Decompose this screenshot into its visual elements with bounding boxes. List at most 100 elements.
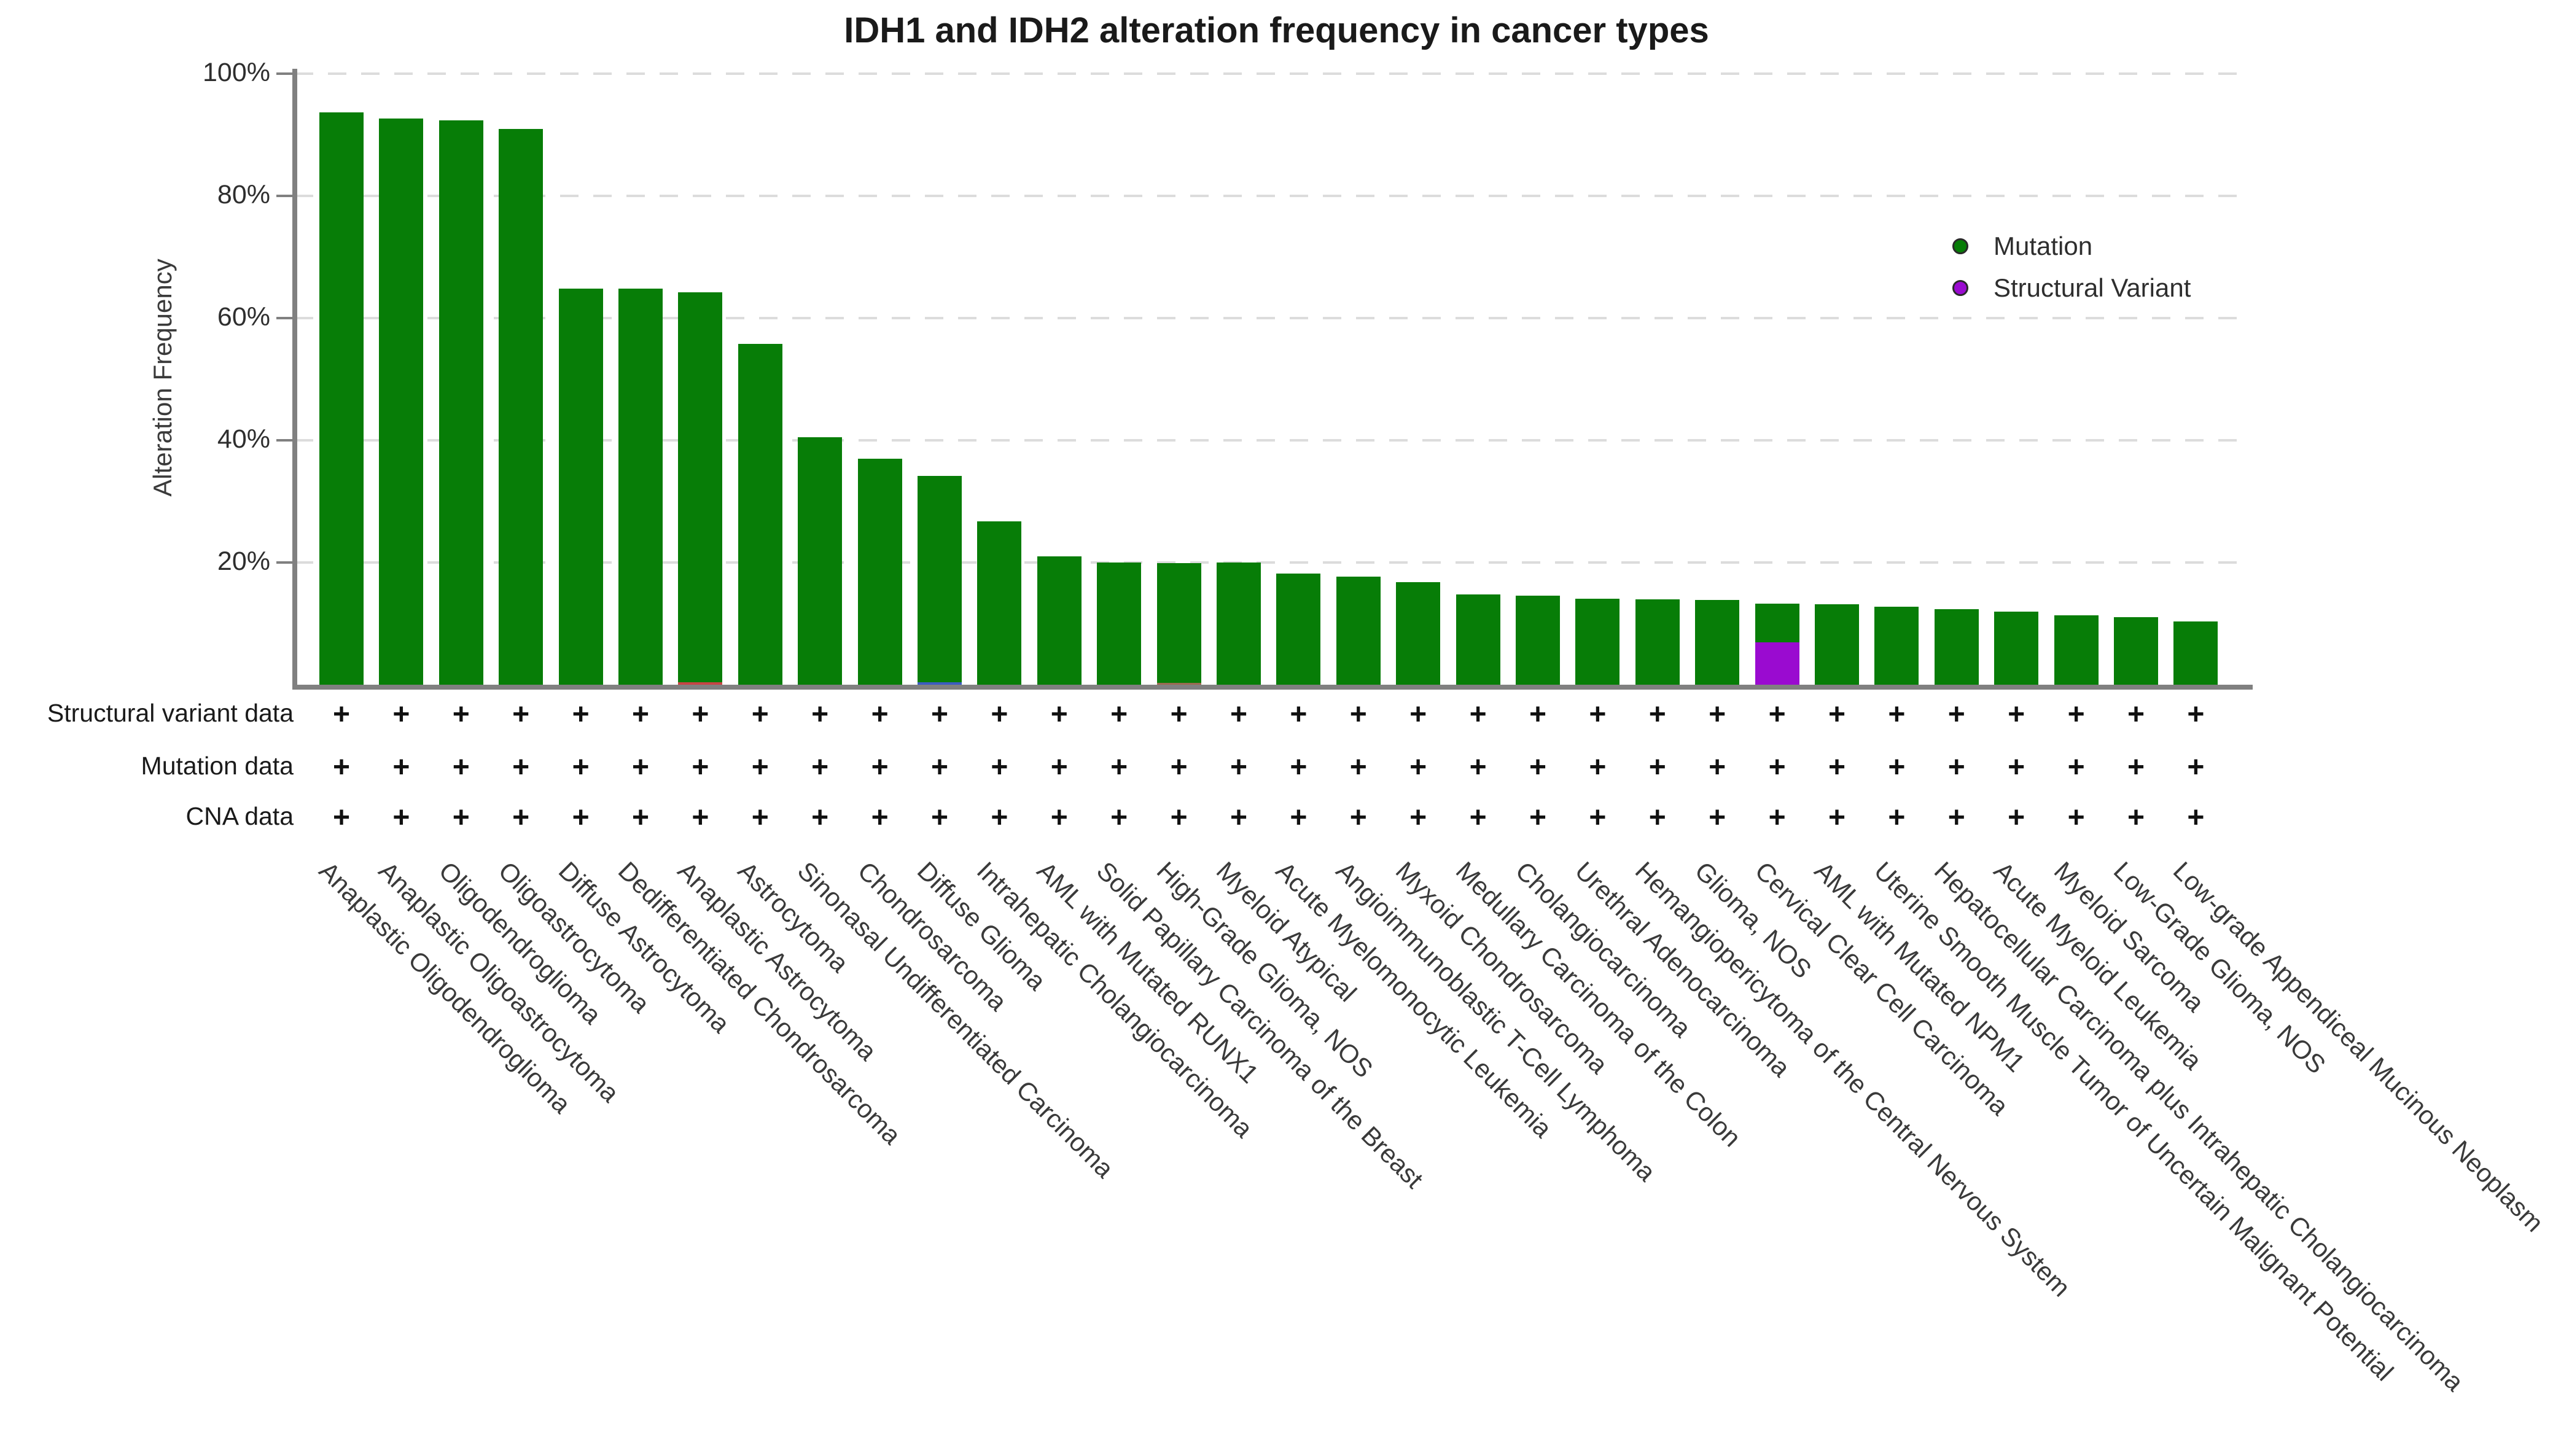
- bar-segment-other[interactable]: [1156, 683, 1201, 685]
- data-available-plus-icon: +: [1349, 698, 1367, 731]
- bar-segment-mutation[interactable]: [438, 120, 483, 685]
- bar-segment-mutation[interactable]: [2054, 615, 2099, 685]
- data-available-plus-icon: +: [930, 801, 949, 834]
- data-available-plus-icon: +: [1768, 801, 1786, 834]
- bar-segment-mutation[interactable]: [1635, 599, 1680, 685]
- data-available-plus-icon: +: [2067, 698, 2085, 731]
- bar-segment-mutation[interactable]: [1276, 573, 1321, 685]
- data-available-plus-icon: +: [631, 801, 650, 834]
- data-available-plus-icon: +: [1947, 801, 1965, 834]
- data-available-plus-icon: +: [1290, 801, 1308, 834]
- y-tick-label: 60%: [217, 302, 270, 332]
- data-available-plus-icon: +: [1170, 698, 1188, 731]
- data-available-plus-icon: +: [332, 801, 351, 834]
- bar-segment-mutation[interactable]: [1755, 603, 1799, 643]
- data-available-plus-icon: +: [1529, 751, 1547, 784]
- data-available-plus-icon: +: [2008, 801, 2025, 834]
- legend-swatch-structural-variant-icon: [1952, 280, 1968, 296]
- bar-segment-mutation[interactable]: [558, 289, 603, 685]
- y-tick-mark: [276, 561, 294, 564]
- bar-segment-mutation[interactable]: [857, 458, 902, 685]
- bar-segment-mutation[interactable]: [1934, 609, 1979, 685]
- bar-segment-mutation[interactable]: [319, 112, 364, 685]
- data-available-plus-icon: +: [1888, 751, 1906, 784]
- y-tick-label: 40%: [217, 424, 270, 454]
- bar-segment-mutation[interactable]: [1396, 582, 1441, 685]
- bar-segment-mutation[interactable]: [1994, 611, 2039, 685]
- data-available-plus-icon: +: [1828, 698, 1846, 731]
- bar-segment-mutation[interactable]: [1217, 563, 1261, 685]
- bar-segment-mutation[interactable]: [738, 343, 782, 685]
- bar-segment-mutation[interactable]: [618, 289, 663, 685]
- bar-segment-mutation[interactable]: [1156, 563, 1201, 683]
- bar-segment-mutation[interactable]: [798, 437, 843, 685]
- data-available-plus-icon: +: [751, 698, 769, 731]
- data-available-plus-icon: +: [512, 751, 530, 784]
- data-available-plus-icon: +: [1050, 801, 1068, 834]
- bar-segment-mutation[interactable]: [1037, 556, 1082, 685]
- data-available-plus-icon: +: [572, 801, 590, 834]
- data-available-plus-icon: +: [1709, 751, 1726, 784]
- bar-segment-other[interactable]: [918, 682, 962, 685]
- bar-segment-mutation[interactable]: [1695, 599, 1740, 685]
- track-label: Mutation data: [141, 752, 294, 780]
- data-available-plus-icon: +: [1529, 698, 1547, 731]
- data-available-plus-icon: +: [1529, 801, 1547, 834]
- data-available-plus-icon: +: [930, 751, 949, 784]
- data-available-plus-icon: +: [991, 801, 1008, 834]
- data-available-plus-icon: +: [631, 751, 650, 784]
- data-available-plus-icon: +: [2127, 698, 2145, 731]
- bar-segment-mutation[interactable]: [2114, 617, 2158, 685]
- bar-segment-mutation[interactable]: [2173, 621, 2218, 685]
- data-available-plus-icon: +: [1469, 801, 1487, 834]
- data-available-plus-icon: +: [930, 698, 949, 731]
- bar-segment-mutation[interactable]: [1336, 576, 1381, 685]
- bar-segment-other[interactable]: [678, 682, 723, 685]
- bar-segment-mutation[interactable]: [1874, 606, 1919, 685]
- bar-segment-mutation[interactable]: [1575, 598, 1620, 685]
- track-label: Structural variant data: [47, 699, 294, 727]
- data-available-plus-icon: +: [692, 751, 709, 784]
- bar-segment-structural-variant[interactable]: [1755, 642, 1799, 685]
- y-tick-mark: [276, 195, 294, 197]
- data-available-plus-icon: +: [991, 751, 1008, 784]
- track-label: CNA data: [185, 802, 294, 830]
- data-available-plus-icon: +: [512, 801, 530, 834]
- data-available-plus-icon: +: [1648, 698, 1666, 731]
- bar-segment-mutation[interactable]: [1815, 604, 1859, 685]
- data-available-plus-icon: +: [811, 751, 829, 784]
- gridline: [295, 561, 2249, 564]
- legend-swatch-mutation-icon: [1952, 238, 1968, 254]
- data-available-plus-icon: +: [1709, 698, 1726, 731]
- chart-title: IDH1 and IDH2 alteration frequency in ca…: [844, 10, 1709, 50]
- data-available-plus-icon: +: [1888, 698, 1906, 731]
- data-available-plus-icon: +: [1469, 698, 1487, 731]
- data-available-plus-icon: +: [1947, 698, 1965, 731]
- data-available-plus-icon: +: [332, 751, 351, 784]
- bar-segment-mutation[interactable]: [499, 128, 544, 685]
- data-available-plus-icon: +: [1409, 698, 1427, 731]
- data-available-plus-icon: +: [1290, 751, 1308, 784]
- data-available-plus-icon: +: [1469, 751, 1487, 784]
- data-available-plus-icon: +: [871, 751, 889, 784]
- bar-segment-mutation[interactable]: [678, 292, 723, 682]
- data-available-plus-icon: +: [692, 698, 709, 731]
- data-available-plus-icon: +: [1589, 751, 1607, 784]
- data-available-plus-icon: +: [1709, 801, 1726, 834]
- bar-segment-mutation[interactable]: [918, 475, 962, 682]
- data-available-plus-icon: +: [1050, 751, 1068, 784]
- bar-segment-mutation[interactable]: [1456, 594, 1500, 685]
- bar-segment-mutation[interactable]: [379, 118, 424, 685]
- bar-segment-mutation[interactable]: [1516, 595, 1560, 685]
- data-available-plus-icon: +: [1828, 801, 1846, 834]
- data-available-plus-icon: +: [991, 698, 1008, 731]
- data-available-plus-icon: +: [1768, 751, 1786, 784]
- y-tick-mark: [276, 317, 294, 319]
- data-available-plus-icon: +: [1230, 801, 1248, 834]
- bar-segment-mutation[interactable]: [977, 521, 1022, 685]
- data-available-plus-icon: +: [751, 751, 769, 784]
- data-available-plus-icon: +: [871, 698, 889, 731]
- bar-segment-mutation[interactable]: [1097, 563, 1142, 685]
- gridline: [295, 439, 2249, 442]
